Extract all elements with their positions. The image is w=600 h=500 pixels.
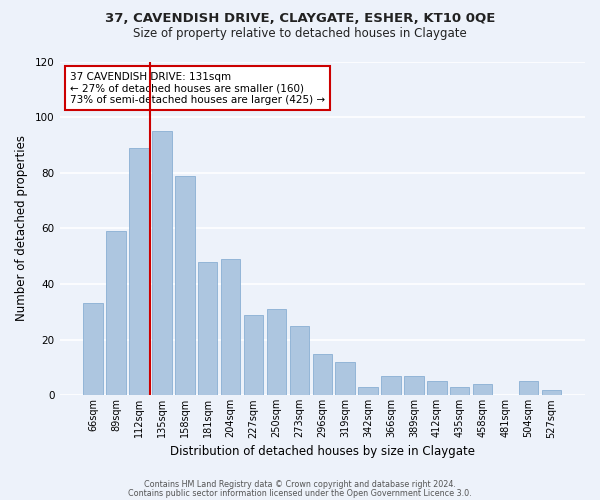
Bar [129, 148, 149, 396]
Bar [175, 176, 194, 396]
Bar [427, 382, 446, 396]
Bar [290, 326, 309, 396]
Bar [381, 376, 401, 396]
Bar [473, 384, 493, 396]
Bar [267, 309, 286, 396]
Bar [519, 382, 538, 396]
Bar [542, 390, 561, 396]
Bar [450, 387, 469, 396]
Text: 37, CAVENDISH DRIVE, CLAYGATE, ESHER, KT10 0QE: 37, CAVENDISH DRIVE, CLAYGATE, ESHER, KT… [105, 12, 495, 26]
Bar [244, 314, 263, 396]
Bar [198, 262, 217, 396]
Bar [358, 387, 378, 396]
Bar [221, 259, 241, 396]
Y-axis label: Number of detached properties: Number of detached properties [15, 136, 28, 322]
Bar [335, 362, 355, 396]
Bar [152, 131, 172, 396]
Bar [313, 354, 332, 396]
Text: Size of property relative to detached houses in Claygate: Size of property relative to detached ho… [133, 28, 467, 40]
Bar [404, 376, 424, 396]
Text: Contains public sector information licensed under the Open Government Licence 3.: Contains public sector information licen… [128, 488, 472, 498]
Text: 37 CAVENDISH DRIVE: 131sqm
← 27% of detached houses are smaller (160)
73% of sem: 37 CAVENDISH DRIVE: 131sqm ← 27% of deta… [70, 72, 325, 104]
Bar [83, 304, 103, 396]
X-axis label: Distribution of detached houses by size in Claygate: Distribution of detached houses by size … [170, 444, 475, 458]
Bar [106, 231, 126, 396]
Text: Contains HM Land Registry data © Crown copyright and database right 2024.: Contains HM Land Registry data © Crown c… [144, 480, 456, 489]
